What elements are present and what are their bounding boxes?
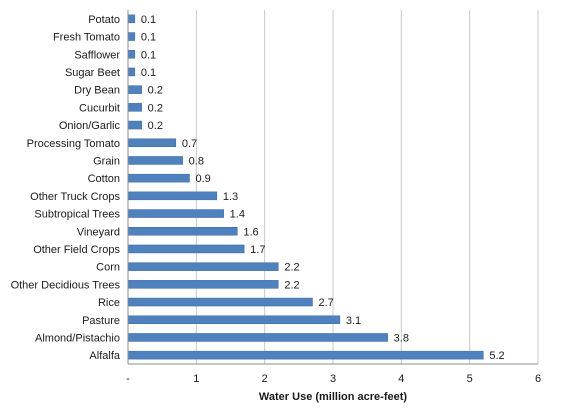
x-tick-label: 6 — [535, 373, 541, 385]
bar — [127, 50, 136, 59]
category-label: Sugar Beet — [65, 67, 120, 79]
data-label: 0.1 — [141, 67, 156, 79]
category-label: Cotton — [88, 173, 120, 185]
bar — [127, 315, 341, 324]
data-label: 0.2 — [148, 102, 163, 114]
bar — [127, 333, 388, 342]
category-label: Cucurbit — [79, 102, 120, 114]
data-label: 0.7 — [182, 138, 197, 150]
x-tick-label: - — [126, 373, 130, 385]
category-label: Other Truck Crops — [30, 191, 120, 203]
x-tick-label: 1 — [193, 373, 199, 385]
bar — [127, 350, 484, 360]
data-label: 0.1 — [141, 14, 156, 26]
category-label: Rice — [98, 297, 120, 309]
category-label: Pasture — [82, 315, 120, 327]
labels: - 1 2 3 4 5 6 Potato 0.1 Fresh Tomato 0.1 Safflower… — [11, 14, 542, 385]
category-label: Dry Bean — [74, 85, 120, 97]
category-label: Alfalfa — [89, 350, 120, 362]
x-tick-label: 5 — [467, 373, 473, 385]
category-label: Grain — [93, 155, 120, 167]
data-label: 0.2 — [148, 120, 163, 132]
category-label: Onion/Garlic — [59, 120, 121, 132]
data-label: 0.8 — [189, 155, 204, 167]
bar — [127, 156, 183, 165]
category-label: Potato — [88, 14, 120, 26]
x-tick-label: 2 — [262, 373, 268, 385]
category-label: Fresh Tomato — [53, 32, 120, 44]
data-label: 2.2 — [284, 262, 299, 274]
bar — [127, 244, 245, 254]
data-label: 5.2 — [489, 350, 504, 362]
data-label: 2.2 — [284, 279, 299, 291]
bar — [127, 280, 279, 289]
category-label: Corn — [96, 262, 120, 274]
category-label: Other Field Crops — [33, 244, 120, 256]
data-label: 1.4 — [230, 209, 245, 221]
bar — [127, 227, 238, 236]
category-label: Almond/Pistachio — [35, 332, 120, 344]
data-label: 2.7 — [319, 297, 334, 309]
category-label: Vineyard — [77, 226, 120, 238]
data-label: 0.2 — [148, 85, 163, 97]
bars — [127, 14, 484, 360]
data-label: 3.8 — [394, 332, 409, 344]
bar — [127, 138, 177, 147]
bar — [127, 120, 142, 130]
data-label: 0.1 — [141, 32, 156, 44]
bar — [127, 67, 136, 77]
data-label: 0.1 — [141, 49, 156, 61]
category-label: Other Decidious Trees — [11, 279, 121, 291]
x-axis-title: Water Use (million acre-feet) — [259, 391, 407, 403]
bar — [127, 85, 142, 94]
axes — [127, 10, 538, 365]
bar — [127, 14, 136, 24]
bar — [127, 173, 190, 183]
data-label: 1.3 — [223, 191, 238, 203]
data-label: 1.6 — [243, 226, 258, 238]
data-label: 1.7 — [250, 244, 265, 256]
x-tick-label: 4 — [398, 373, 404, 385]
category-label: Subtropical Trees — [34, 209, 120, 221]
bar — [127, 191, 218, 201]
bar — [127, 103, 142, 112]
gridlines — [195, 10, 539, 364]
bar — [127, 32, 136, 41]
bar — [127, 297, 313, 307]
data-label: 0.9 — [196, 173, 211, 185]
bar — [127, 262, 279, 271]
category-label: Safflower — [74, 49, 120, 61]
x-tick-label: 3 — [330, 373, 336, 385]
bar — [127, 209, 224, 218]
data-label: 3.1 — [346, 315, 361, 327]
category-label: Processing Tomato — [27, 138, 120, 150]
